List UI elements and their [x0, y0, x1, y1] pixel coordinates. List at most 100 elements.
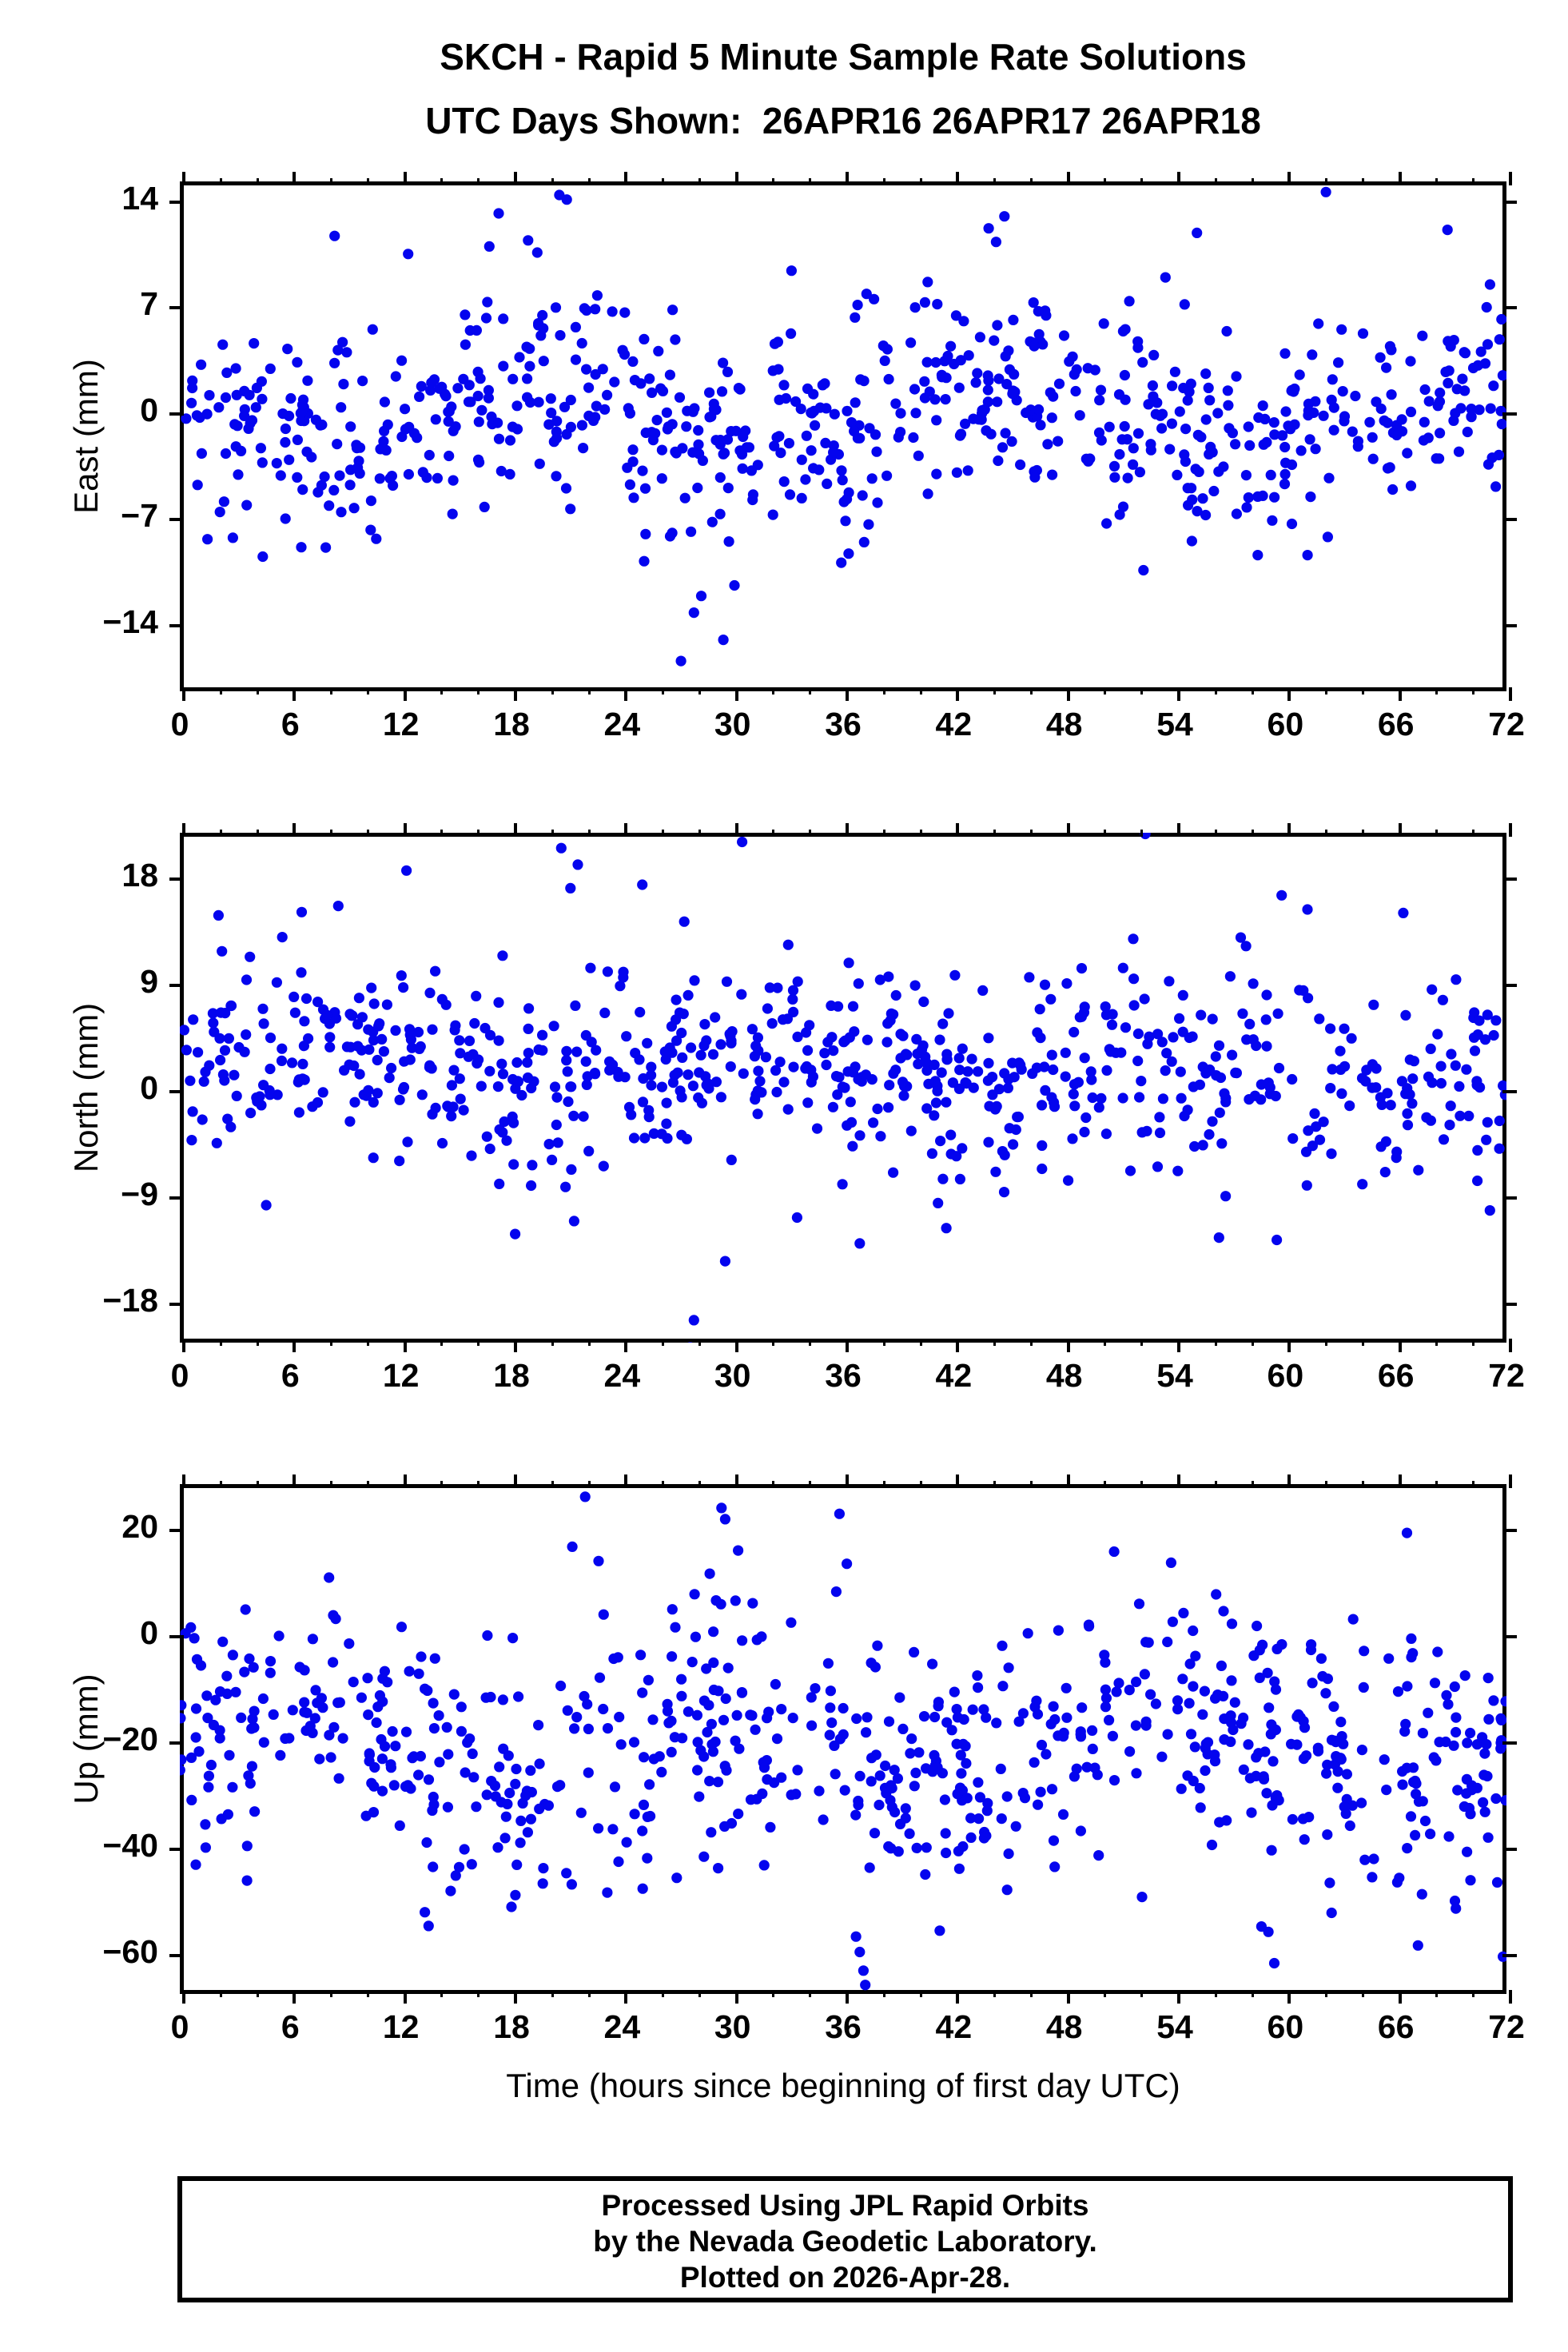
data-point — [1206, 1839, 1218, 1851]
data-point — [337, 336, 348, 348]
data-point — [1435, 1061, 1447, 1072]
data-point — [284, 454, 295, 465]
data-point — [403, 249, 414, 260]
x-tick-label: 42 — [935, 706, 973, 742]
data-point — [534, 1803, 545, 1814]
data-point — [1219, 1734, 1230, 1745]
data-point — [1371, 1063, 1382, 1074]
data-point — [1188, 1625, 1199, 1637]
data-point — [1182, 395, 1193, 406]
data-point — [1185, 1729, 1197, 1740]
data-point — [847, 1140, 858, 1152]
data-point — [954, 1173, 965, 1184]
data-point — [1244, 1094, 1255, 1105]
data-point — [954, 1065, 965, 1076]
x-minor-tick — [1362, 1990, 1365, 1997]
x-major-tick — [403, 1339, 407, 1352]
data-point — [864, 423, 875, 434]
data-point — [949, 1686, 960, 1697]
data-point — [1410, 1775, 1421, 1787]
x-minor-tick — [367, 1990, 370, 1997]
data-point — [221, 367, 233, 378]
data-point — [888, 1068, 899, 1079]
data-point — [1254, 1672, 1265, 1683]
data-point — [1326, 1907, 1337, 1919]
data-point — [1401, 1762, 1412, 1773]
data-point — [430, 965, 441, 977]
data-point — [842, 494, 853, 505]
data-point — [686, 1657, 698, 1668]
data-point — [963, 350, 974, 361]
y-major-tick — [1502, 1953, 1517, 1957]
data-point — [338, 379, 349, 390]
data-point — [484, 241, 495, 252]
data-point — [1075, 1726, 1086, 1737]
data-point — [1455, 1110, 1466, 1121]
data-point — [1152, 1029, 1164, 1040]
data-point — [1490, 481, 1502, 492]
data-point — [1400, 1088, 1411, 1100]
x-major-tick — [1287, 1474, 1291, 1488]
data-point — [561, 1045, 572, 1057]
data-point — [1200, 1068, 1212, 1079]
data-point — [893, 432, 904, 443]
x-tick-label: 54 — [1156, 1357, 1193, 1394]
data-point — [1339, 1023, 1350, 1034]
x-minor-tick — [1362, 1481, 1365, 1488]
data-point — [983, 1057, 994, 1069]
data-point — [802, 1097, 814, 1108]
data-point — [667, 1651, 678, 1662]
data-point — [324, 1572, 335, 1583]
data-point — [317, 1087, 328, 1098]
data-point — [1368, 999, 1379, 1010]
data-point — [493, 997, 504, 1008]
data-point — [1385, 1100, 1396, 1111]
x-minor-tick — [1140, 830, 1144, 837]
data-point — [1423, 1071, 1435, 1082]
data-point — [1478, 1797, 1489, 1808]
data-point — [388, 1780, 400, 1791]
x-minor-tick — [1324, 1481, 1327, 1488]
data-point — [1318, 410, 1329, 421]
data-point — [1310, 444, 1321, 455]
y-tick-label: 0 — [140, 1069, 158, 1106]
data-point — [821, 1059, 832, 1071]
data-point — [965, 1813, 977, 1824]
data-point — [1322, 1759, 1333, 1770]
data-point — [662, 1698, 673, 1709]
data-point — [1037, 1163, 1048, 1175]
data-point — [1132, 1055, 1144, 1067]
data-point — [1367, 432, 1378, 443]
data-point — [1419, 384, 1431, 396]
data-point — [1481, 1739, 1492, 1750]
data-point — [763, 1706, 774, 1717]
data-point — [296, 542, 307, 553]
x-minor-tick — [551, 178, 554, 185]
data-point — [733, 1545, 744, 1556]
data-point — [892, 1773, 903, 1784]
data-point — [368, 1035, 380, 1046]
data-point — [210, 1694, 221, 1705]
data-point — [1402, 1108, 1413, 1119]
data-point — [627, 356, 639, 367]
data-point — [1189, 1741, 1200, 1753]
data-point — [614, 1711, 625, 1723]
data-point — [499, 1833, 511, 1844]
data-point — [704, 1776, 715, 1787]
data-point — [566, 1164, 577, 1175]
data-point — [910, 408, 921, 419]
data-point — [1213, 1232, 1224, 1244]
data-point — [753, 1065, 764, 1077]
data-point — [382, 1677, 393, 1688]
data-point — [571, 1712, 583, 1723]
data-point — [882, 470, 893, 481]
data-point — [271, 977, 282, 988]
data-point — [697, 455, 709, 466]
x-tick-label: 24 — [603, 706, 641, 742]
data-point — [806, 1692, 817, 1703]
x-tick-label: 36 — [825, 706, 862, 742]
x-minor-tick — [1104, 1481, 1107, 1488]
data-point — [1094, 395, 1105, 406]
data-point — [1379, 1167, 1391, 1178]
data-point — [1434, 1737, 1445, 1748]
